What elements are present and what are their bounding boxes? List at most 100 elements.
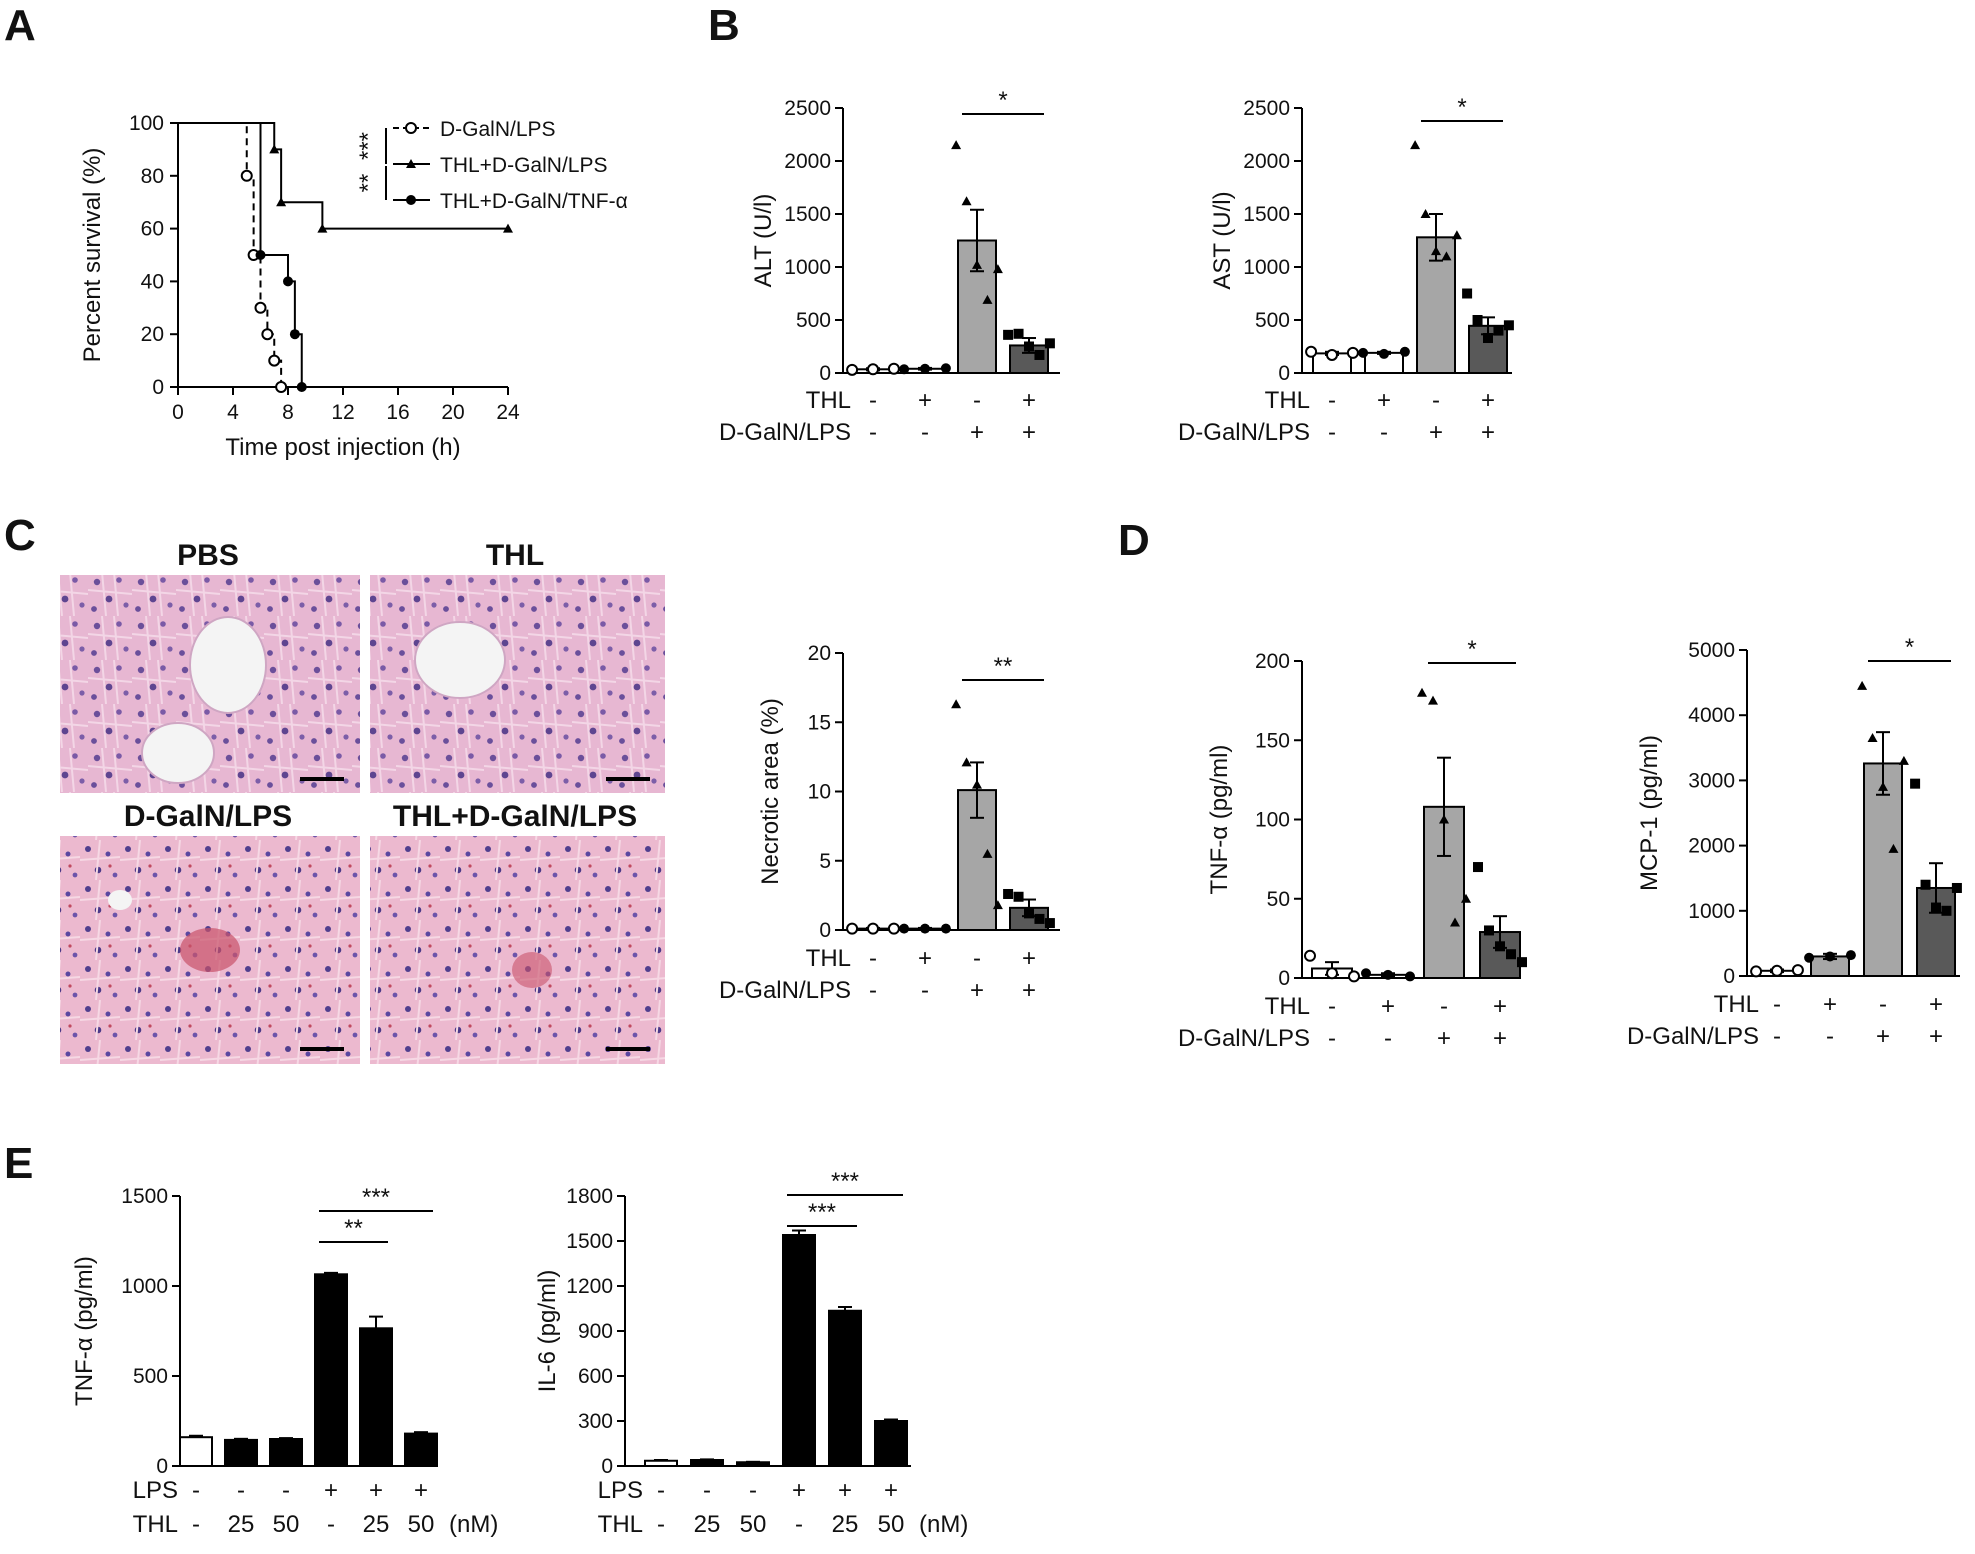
condition-label: THL bbox=[133, 1511, 178, 1538]
condition-value: - bbox=[921, 977, 929, 1004]
bar-4 bbox=[828, 1309, 862, 1467]
significance-label: ** bbox=[994, 653, 1013, 680]
x-tick-label: 16 bbox=[386, 401, 409, 424]
data-point-0 bbox=[887, 922, 900, 935]
y-tick-label: 0 bbox=[601, 1455, 613, 1478]
survival-point-0 bbox=[254, 301, 267, 314]
data-point-3 bbox=[1506, 949, 1516, 960]
data-point-1 bbox=[920, 363, 930, 374]
data-point-2 bbox=[972, 259, 982, 269]
condition-value: + bbox=[838, 1477, 852, 1504]
central-vein bbox=[189, 616, 267, 714]
y-tick-label: 0 bbox=[819, 919, 831, 942]
survival-point-2 bbox=[283, 276, 293, 287]
significance-label: *** bbox=[831, 1168, 859, 1195]
condition-value: + bbox=[792, 1477, 806, 1504]
data-point-2 bbox=[951, 699, 962, 709]
data-point-3 bbox=[1517, 957, 1527, 968]
condition-value: 25 bbox=[363, 1511, 390, 1538]
condition-label: D-GalN/LPS bbox=[1178, 1025, 1310, 1052]
scale-bar bbox=[606, 1047, 650, 1051]
condition-label: LPS bbox=[133, 1477, 178, 1504]
bar-2 bbox=[269, 1438, 303, 1467]
y-tick-label: 100 bbox=[129, 112, 164, 135]
data-point-2 bbox=[1420, 209, 1431, 218]
condition-value: + bbox=[1481, 419, 1495, 446]
data-point-0 bbox=[1305, 345, 1318, 358]
y-tick-label: 1200 bbox=[566, 1275, 613, 1298]
data-point-2 bbox=[1417, 687, 1427, 697]
condition-value: + bbox=[1481, 387, 1495, 414]
condition-value: - bbox=[869, 419, 877, 446]
condition-value: - bbox=[749, 1477, 757, 1504]
y-tick-label: 0 bbox=[1278, 967, 1290, 990]
chart-a-survival: 0 20 40 60 80 100 0 4 8 12 16 20 24 Time post injecti… bbox=[79, 112, 628, 461]
significance-label: ** bbox=[355, 174, 382, 193]
data-point-2 bbox=[1410, 140, 1421, 150]
data-point-3 bbox=[1034, 913, 1045, 924]
y-tick-label: 1000 bbox=[784, 256, 831, 279]
x-tick-label: 20 bbox=[441, 401, 464, 424]
condition-label: THL bbox=[1714, 991, 1759, 1018]
survival-point-0 bbox=[261, 328, 274, 341]
condition-value: - bbox=[237, 1477, 245, 1504]
condition-label: THL bbox=[1265, 387, 1310, 414]
condition-value: + bbox=[884, 1477, 898, 1504]
condition-value: - bbox=[1773, 1023, 1781, 1050]
data-point-2 bbox=[1898, 755, 1909, 765]
data-point-2 bbox=[1451, 230, 1462, 240]
data-point-3 bbox=[1484, 925, 1494, 936]
data-point-0 bbox=[1791, 964, 1804, 977]
condition-value: - bbox=[921, 419, 929, 446]
x-tick-label: 8 bbox=[282, 401, 294, 424]
survival-point-2 bbox=[296, 382, 307, 392]
condition-label: THL bbox=[598, 1511, 643, 1538]
data-point-3 bbox=[1495, 941, 1505, 952]
significance-label: * bbox=[1905, 634, 1914, 661]
bar-5 bbox=[404, 1432, 438, 1467]
panel-letter-d: D bbox=[1118, 516, 1150, 565]
data-point-0 bbox=[1326, 967, 1338, 980]
y-tick-label: 40 bbox=[141, 270, 164, 293]
y-tick-label: 20 bbox=[808, 642, 831, 665]
condition-value: - bbox=[1328, 387, 1336, 414]
condition-value: + bbox=[1022, 387, 1036, 414]
y-tick-label: 0 bbox=[152, 376, 164, 399]
data-point-2 bbox=[982, 848, 993, 858]
condition-label: D-GalN/LPS bbox=[719, 977, 851, 1004]
bar-3 bbox=[314, 1273, 348, 1468]
y-tick-label: 200 bbox=[1255, 650, 1290, 673]
condition-label: D-GalN/LPS bbox=[719, 419, 851, 446]
data-point-0 bbox=[887, 362, 900, 375]
data-point-1 bbox=[940, 923, 951, 934]
x-tick-label: 4 bbox=[227, 401, 239, 424]
survival-point-0 bbox=[268, 354, 281, 367]
data-point-3 bbox=[1951, 882, 1962, 893]
condition-value: 50 bbox=[878, 1511, 905, 1538]
condition-value: - bbox=[973, 387, 981, 414]
data-point-1 bbox=[1383, 969, 1393, 980]
histo-title-dgaln-lps: D-GalN/LPS bbox=[124, 800, 292, 833]
bar-2 bbox=[1863, 762, 1903, 977]
data-point-3 bbox=[1493, 325, 1504, 336]
significance-label: * bbox=[998, 87, 1007, 114]
condition-label: D-GalN/LPS bbox=[1178, 419, 1310, 446]
y-axis-label: TNF-α (pg/ml) bbox=[71, 1256, 98, 1406]
condition-value: + bbox=[1429, 419, 1443, 446]
y-tick-label: 300 bbox=[578, 1410, 613, 1433]
y-axis-label: Necrotic area (%) bbox=[757, 698, 784, 885]
data-point-3 bbox=[1003, 329, 1014, 340]
data-point-3 bbox=[1503, 320, 1514, 331]
legend-label: THL+D-GalN/TNF-α bbox=[440, 190, 628, 213]
survival-point-1 bbox=[317, 223, 328, 233]
condition-value: - bbox=[1826, 1023, 1834, 1050]
legend-marker bbox=[406, 195, 416, 205]
y-tick-label: 5000 bbox=[1688, 639, 1735, 662]
condition-value: - bbox=[869, 977, 877, 1004]
histology-grid: PBS THL D-GalN/LPS THL+D-GalN/LPS bbox=[60, 539, 665, 1064]
bar-1 bbox=[224, 1438, 258, 1468]
bar-0 bbox=[179, 1436, 213, 1467]
